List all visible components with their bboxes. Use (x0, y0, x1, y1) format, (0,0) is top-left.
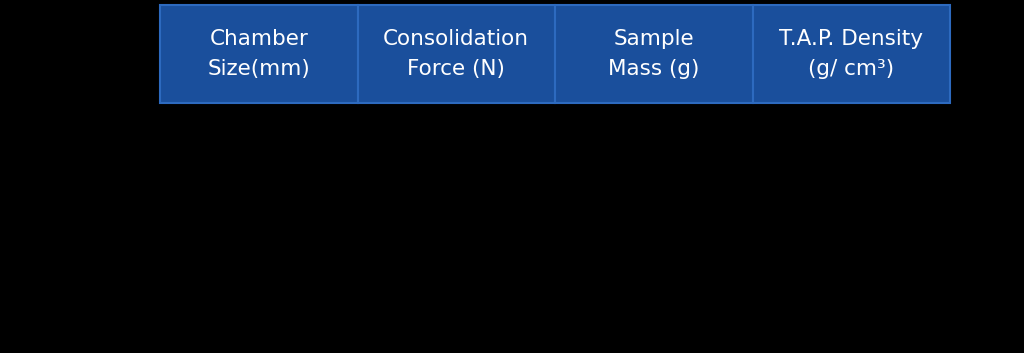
Bar (160, 5, 357, 103)
Bar (555, 5, 753, 103)
Bar (357, 5, 555, 103)
Text: Sample
Mass (g): Sample Mass (g) (608, 29, 699, 79)
Text: Chamber
Size(mm): Chamber Size(mm) (208, 29, 310, 79)
Text: T.A.P. Density
(g/ cm³): T.A.P. Density (g/ cm³) (779, 29, 924, 79)
Text: Consolidation
Force (N): Consolidation Force (N) (383, 29, 529, 79)
Bar (753, 5, 950, 103)
